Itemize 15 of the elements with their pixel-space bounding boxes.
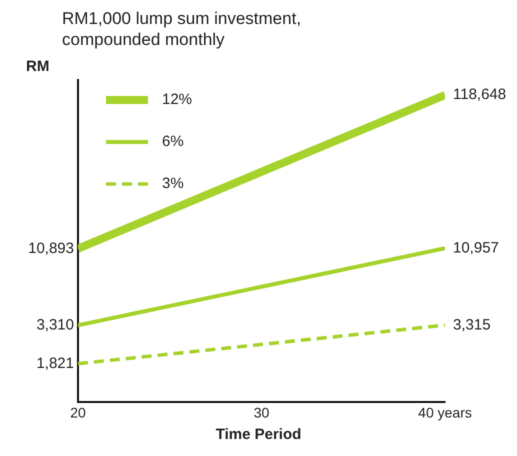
data-label: 118,648 bbox=[453, 86, 506, 104]
x-axis-title: Time Period bbox=[214, 426, 302, 443]
data-label: 10,893 bbox=[28, 240, 74, 257]
legend-label: 6% bbox=[162, 133, 184, 150]
data-label: 3,315 bbox=[453, 316, 491, 334]
x-tick-label: 30 bbox=[254, 404, 270, 420]
legend-label: 12% bbox=[162, 91, 192, 108]
y-axis-title: RM bbox=[26, 58, 50, 75]
data-label: 1,821 bbox=[36, 354, 74, 372]
data-label: 10,957 bbox=[453, 239, 499, 256]
x-tick-label: 20 bbox=[70, 404, 86, 420]
legend-label: 3% bbox=[162, 175, 184, 192]
chart-title: RM1,000 lump sum investment, compounded monthly bbox=[62, 8, 302, 50]
x-tick-label: 40 years bbox=[418, 404, 472, 420]
data-label: 3,310 bbox=[36, 316, 74, 334]
